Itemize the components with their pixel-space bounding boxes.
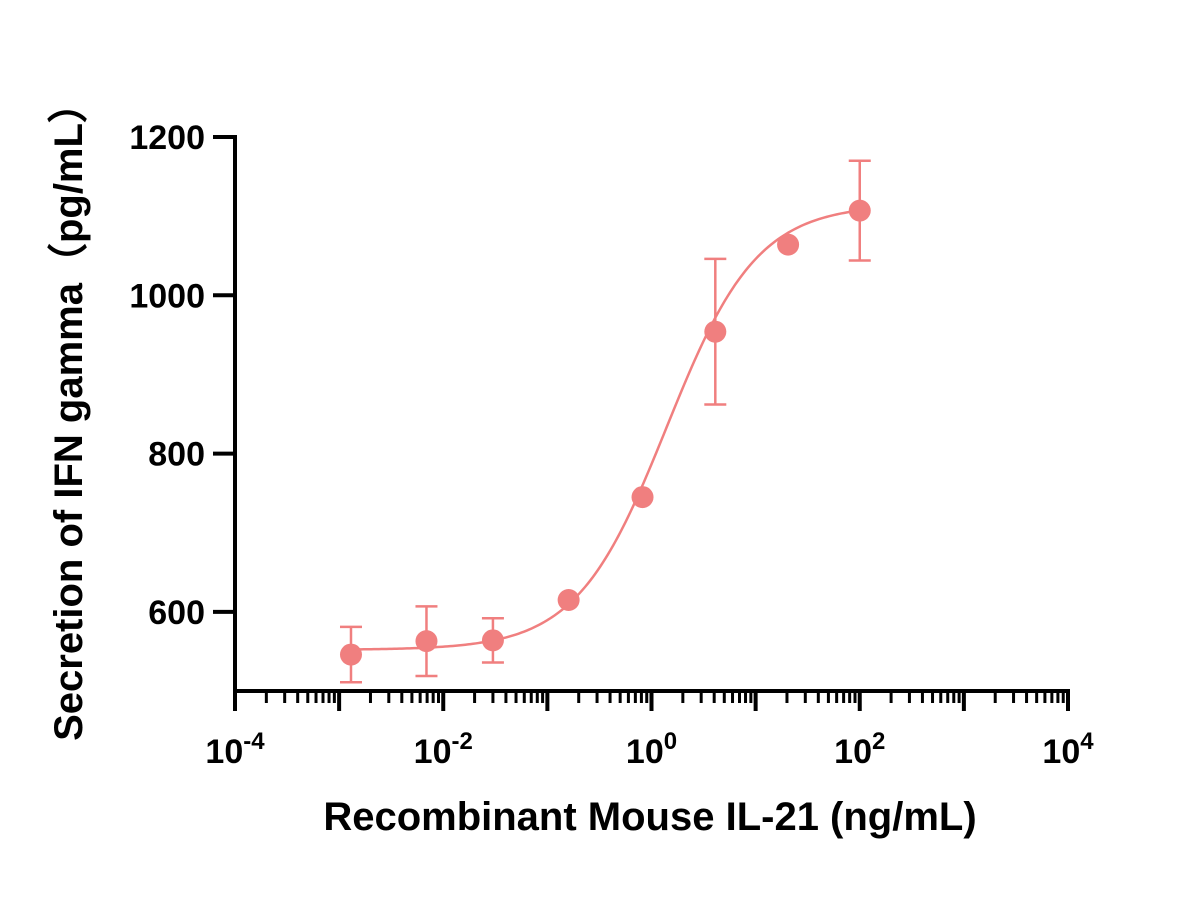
data-point	[557, 588, 580, 611]
axes	[233, 135, 1070, 693]
data-point	[631, 486, 654, 509]
data-point	[848, 199, 871, 222]
data-point	[704, 320, 727, 343]
x-tick-label: 10-2	[414, 728, 473, 771]
x-axis-ticks: 10-4 10-2 100 102 104	[205, 691, 1094, 771]
data-point	[777, 233, 800, 256]
series-layer	[339, 159, 871, 684]
y-tick-label: 1000	[129, 277, 205, 315]
y-axis-label: Secretion of IFN gamma（pg/mL）	[47, 83, 91, 741]
y-tick-label: 600	[148, 594, 205, 632]
y-tick-label: 800	[148, 436, 205, 474]
x-tick-label: 10-4	[205, 728, 265, 771]
data-point	[339, 643, 362, 666]
x-tick-label: 100	[626, 728, 677, 771]
y-axis-ticks: 600 800 1000 1200	[129, 119, 235, 632]
x-axis-label: Recombinant Mouse IL-21 (ng/mL)	[323, 795, 976, 839]
y-tick-label: 1200	[129, 119, 205, 157]
x-tick-label: 104	[1042, 728, 1094, 771]
fit-curve	[350, 209, 860, 651]
data-point	[415, 630, 438, 653]
x-tick-label: 102	[834, 728, 885, 771]
data-point	[481, 629, 504, 652]
